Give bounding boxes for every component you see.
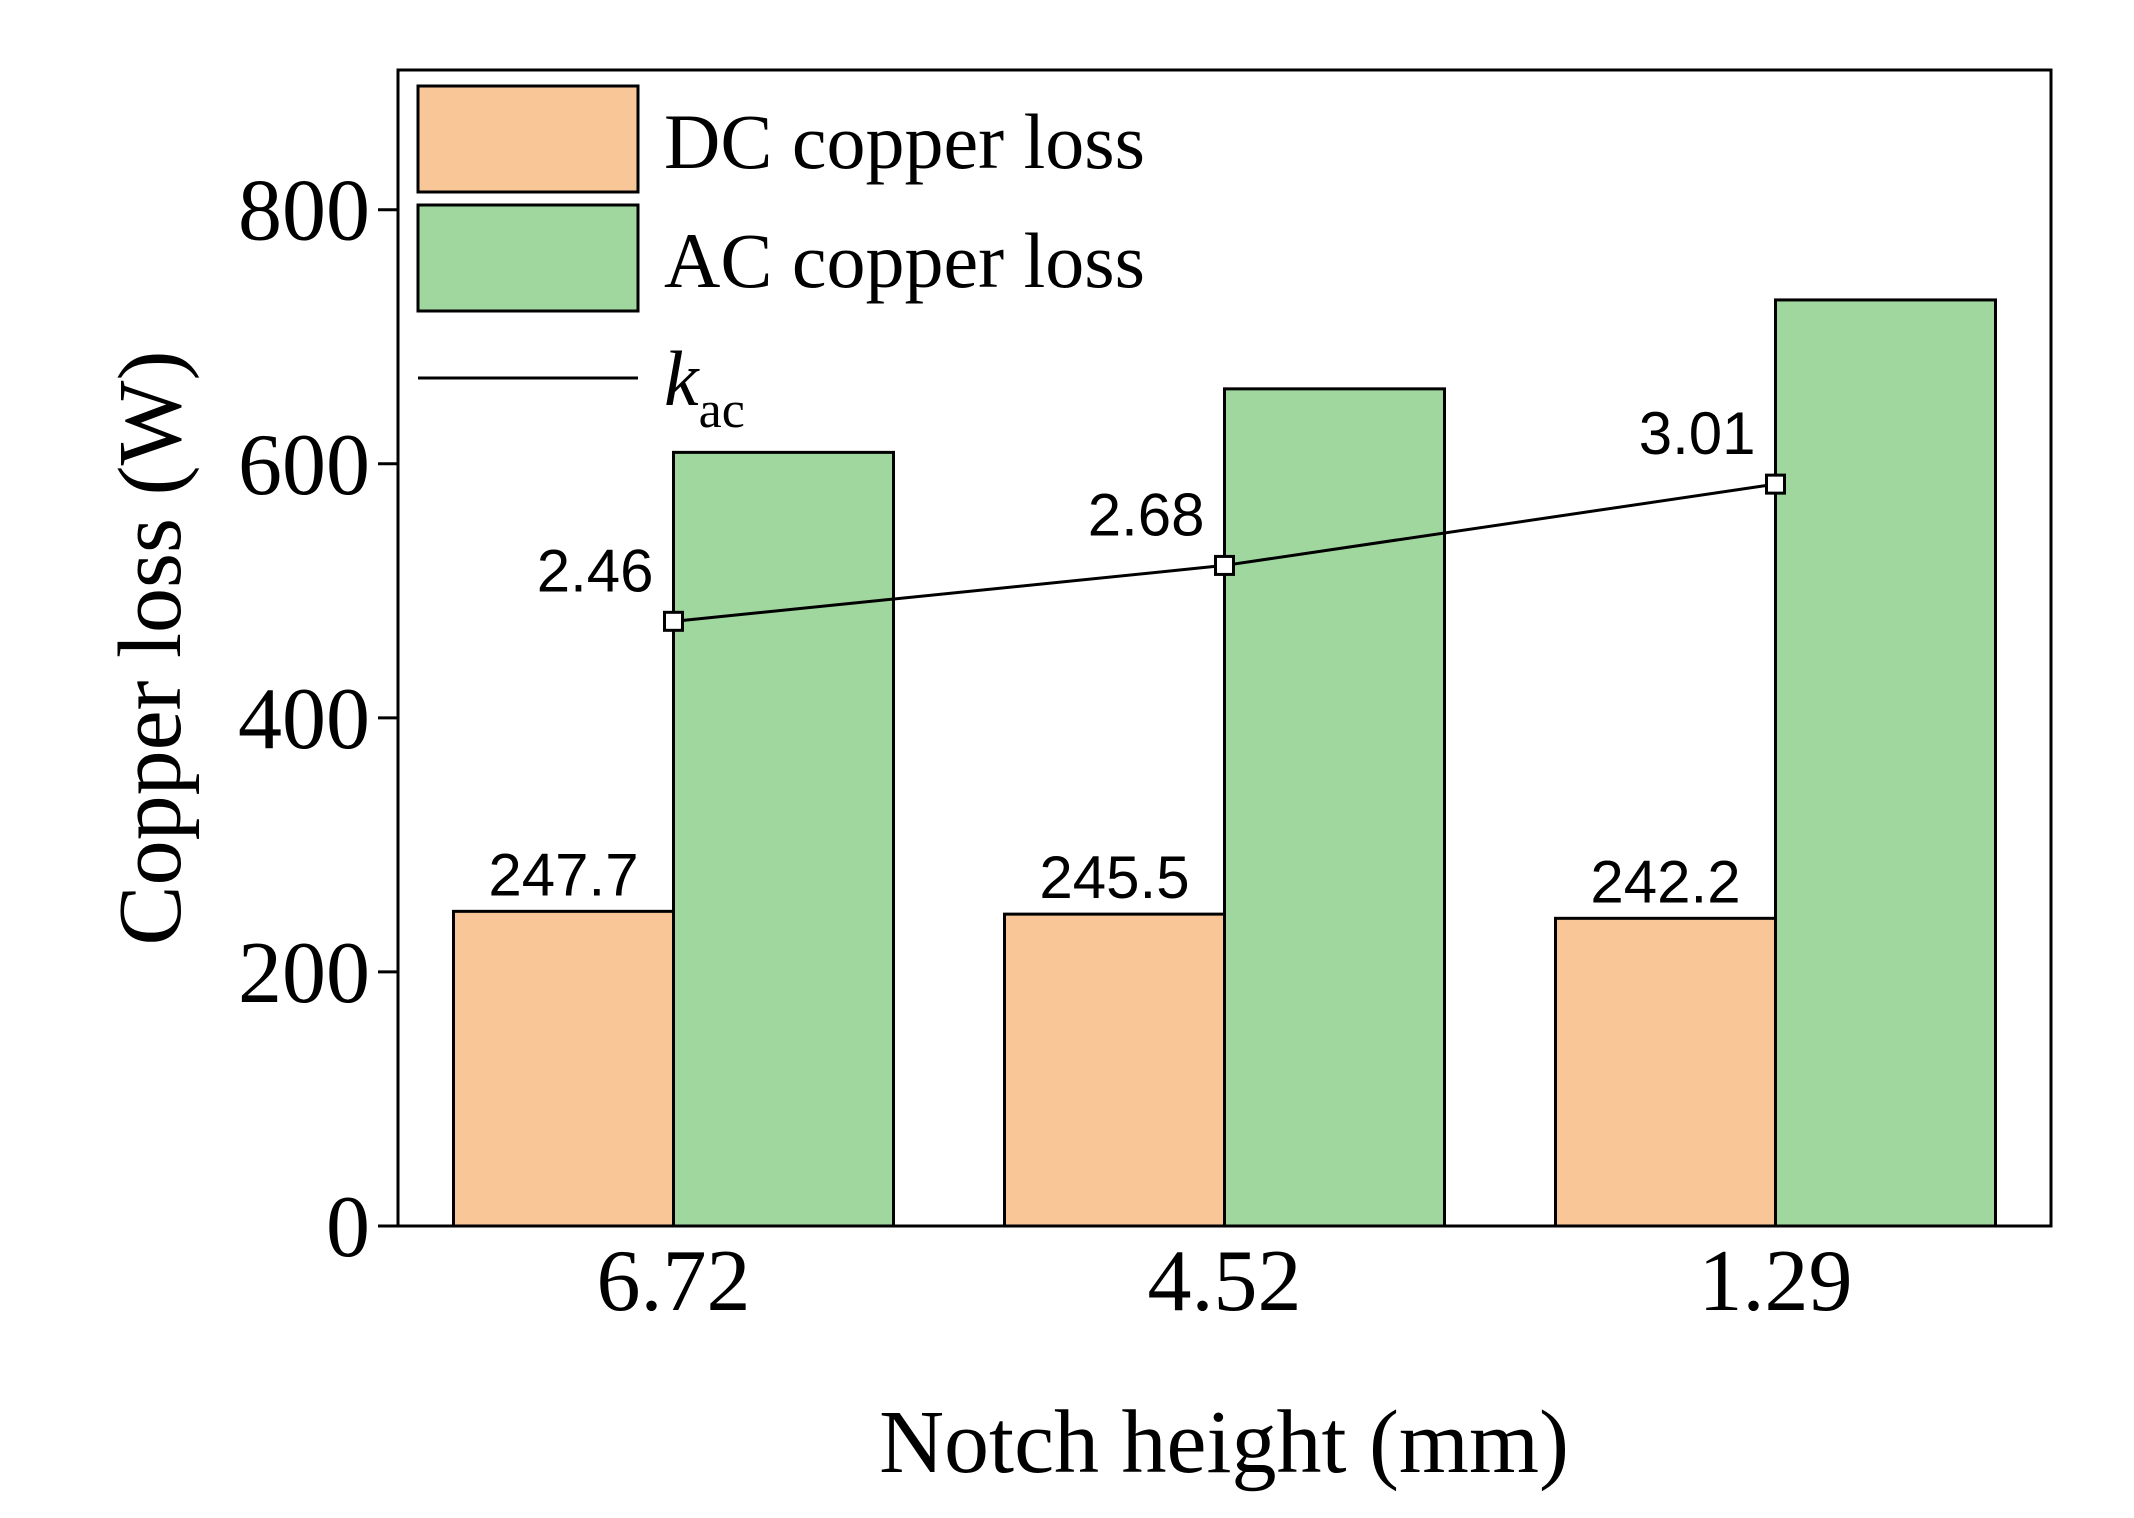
- x-tick-label: 1.29: [1699, 1233, 1853, 1330]
- legend-label-dc: DC copper loss: [664, 98, 1145, 185]
- legend-label-kac-main: k: [664, 335, 700, 422]
- y-axis: 0 200 400 600 800: [238, 163, 398, 1276]
- kac-value-label: 2.68: [1088, 481, 1205, 548]
- y-tick-label: 200: [238, 925, 370, 1022]
- y-axis-title: Copper loss (W): [101, 351, 200, 946]
- x-axis: 6.72 4.52 1.29: [597, 1233, 1853, 1330]
- kac-value-label: 3.01: [1639, 400, 1756, 467]
- kac-line: 2.46 2.68 3.01: [537, 400, 1786, 632]
- dc-value-label: 247.7: [488, 841, 638, 908]
- legend: DC copper loss AC copper loss kac: [416, 84, 1145, 439]
- y-tick-label: 0: [326, 1179, 370, 1276]
- dc-bar: [1003, 912, 1226, 1228]
- legend-label-kac: kac: [664, 335, 745, 439]
- kac-marker: [663, 610, 684, 632]
- x-axis-title: Notch height (mm): [879, 1393, 1569, 1492]
- dc-value-label: 245.5: [1039, 844, 1189, 911]
- legend-label-ac: AC copper loss: [664, 217, 1145, 304]
- ac-bar: [1223, 387, 1446, 1228]
- y-tick-label: 600: [238, 417, 370, 514]
- dc-bar: [1554, 916, 1777, 1228]
- x-tick-label: 6.72: [597, 1233, 751, 1330]
- dc-bar: [452, 909, 675, 1228]
- kac-marker: [1214, 554, 1235, 576]
- kac-value-label: 2.46: [537, 537, 654, 604]
- legend-label-kac-sub: ac: [699, 382, 745, 439]
- y-tick-label: 800: [238, 163, 370, 260]
- ac-bar: [1774, 298, 1997, 1228]
- bars: 247.7 245.5 242.2: [452, 298, 1997, 1228]
- dc-value-label: 242.2: [1590, 848, 1740, 915]
- kac-marker: [1765, 473, 1786, 495]
- x-tick-label: 4.52: [1148, 1233, 1302, 1330]
- y-tick-label: 400: [238, 671, 370, 768]
- legend-swatch-dc: [416, 84, 640, 194]
- legend-swatch-ac: [416, 203, 640, 313]
- ac-bar: [672, 450, 895, 1228]
